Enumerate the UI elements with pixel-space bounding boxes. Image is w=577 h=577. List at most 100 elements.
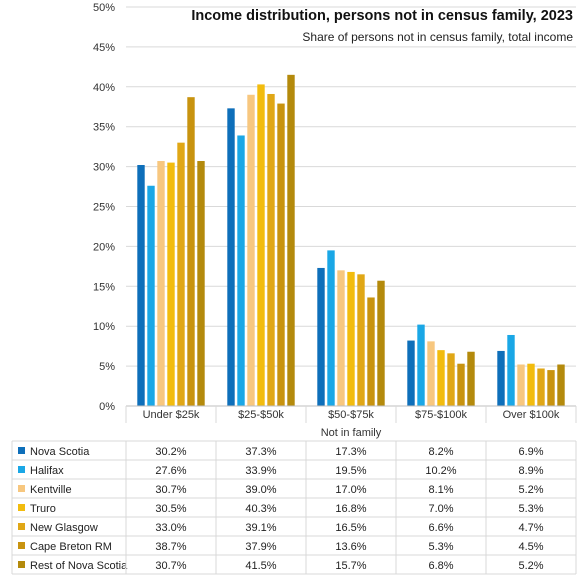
y-tick-label: 25% xyxy=(93,202,115,214)
table-cell: 5.3% xyxy=(518,503,543,515)
table-cell: 4.7% xyxy=(518,522,543,534)
table-cell: 30.5% xyxy=(155,503,186,515)
bar xyxy=(137,165,145,406)
bar xyxy=(357,274,365,406)
table-cell: 5.2% xyxy=(518,484,543,496)
table-cell: 33.9% xyxy=(245,465,276,477)
bar xyxy=(527,363,535,406)
y-tick-label: 40% xyxy=(93,82,115,94)
bar xyxy=(167,162,175,406)
y-tick-label: 15% xyxy=(93,281,115,293)
table-series-label: New Glasgow xyxy=(30,522,98,534)
y-tick-label: 0% xyxy=(99,401,115,413)
bar xyxy=(237,135,245,406)
bar xyxy=(507,334,515,406)
table-cell: 41.5% xyxy=(245,560,276,572)
legend-key xyxy=(18,466,25,473)
table-cell: 5.3% xyxy=(428,541,453,553)
bar xyxy=(367,297,375,406)
table-cell: 30.7% xyxy=(155,560,186,572)
table-cell: 6.8% xyxy=(428,560,453,572)
table-series-label: Nova Scotia xyxy=(30,446,90,458)
x-tick-label: Over $100k xyxy=(503,409,560,421)
table-cell: 38.7% xyxy=(155,541,186,553)
table-cell: 4.5% xyxy=(518,541,543,553)
table-cell: 37.9% xyxy=(245,541,276,553)
table-cell: 39.1% xyxy=(245,522,276,534)
table-cell: 33.0% xyxy=(155,522,186,534)
table-cell: 8.2% xyxy=(428,446,453,458)
bar xyxy=(177,142,185,406)
table-cell: 6.9% xyxy=(518,446,543,458)
x-axis-label: Not in family xyxy=(321,427,382,439)
bar xyxy=(347,271,355,406)
bar xyxy=(287,74,295,406)
bar xyxy=(517,364,525,406)
table-cell: 30.2% xyxy=(155,446,186,458)
bar xyxy=(437,350,445,406)
table-cell: 19.5% xyxy=(335,465,366,477)
table-series-label: Kentville xyxy=(30,484,72,496)
y-tick-label: 20% xyxy=(93,241,115,253)
bar xyxy=(427,341,435,406)
bar xyxy=(147,185,155,406)
bar xyxy=(227,108,235,406)
bar xyxy=(457,363,465,406)
data-table: Nova Scotia 30.2% 37.3% 17.3% 8.2% 6.9% Halifa… xyxy=(11,440,577,575)
legend-key xyxy=(18,504,25,511)
table-cell: 7.0% xyxy=(428,503,453,515)
bar xyxy=(407,340,415,406)
x-tick-label: Under $25k xyxy=(143,409,200,421)
y-tick-label: 5% xyxy=(99,361,115,373)
table-cell: 6.6% xyxy=(428,522,453,534)
bar xyxy=(267,93,275,407)
table-cell: 16.5% xyxy=(335,522,366,534)
bar xyxy=(547,370,555,406)
chart-subtitle: Share of persons not in census family, t… xyxy=(302,30,573,44)
table-cell: 27.6% xyxy=(155,465,186,477)
table-series-label: Cape Breton RM xyxy=(30,541,112,553)
table-series-label: Rest of Nova Scotia xyxy=(30,560,128,572)
y-tick-label: 10% xyxy=(93,321,115,333)
x-tick-label: $50-$75k xyxy=(328,409,374,421)
table-cell: 16.8% xyxy=(335,503,366,515)
table-cell: 13.6% xyxy=(335,541,366,553)
y-axis: 0% 5% 10% 15% 20% 25% 30% 35% 40% 45% 50% xyxy=(93,2,115,413)
bar xyxy=(337,270,345,406)
bar xyxy=(417,324,425,406)
table-cell: 5.2% xyxy=(518,560,543,572)
legend-key xyxy=(18,561,25,568)
bars xyxy=(137,74,565,407)
legend-key xyxy=(18,485,25,492)
bar xyxy=(327,250,335,406)
table-series-label: Truro xyxy=(30,503,56,515)
table-cell: 40.3% xyxy=(245,503,276,515)
table-cell: 8.9% xyxy=(518,465,543,477)
x-tick-label: $75-$100k xyxy=(415,409,467,421)
x-axis: Under $25k $25-$50k $50-$75k $75-$100k Over … xyxy=(125,405,577,423)
table-series-label: Halifax xyxy=(30,465,64,477)
table-cell: 37.3% xyxy=(245,446,276,458)
bar xyxy=(377,280,385,406)
bar xyxy=(537,368,545,406)
table-cell: 39.0% xyxy=(245,484,276,496)
bar xyxy=(447,353,455,406)
y-tick-label: 35% xyxy=(93,122,115,134)
bar xyxy=(277,103,285,407)
bar xyxy=(157,161,165,406)
bar xyxy=(317,267,325,406)
bar xyxy=(187,97,195,406)
legend-key xyxy=(18,542,25,549)
bar xyxy=(257,84,265,406)
y-tick-label: 50% xyxy=(93,2,115,14)
bar xyxy=(497,350,505,406)
table-cell: 17.3% xyxy=(335,446,366,458)
y-tick-label: 30% xyxy=(93,162,115,174)
bar xyxy=(557,364,565,406)
table-cell: 8.1% xyxy=(428,484,453,496)
legend-key xyxy=(18,447,25,454)
table-cell: 17.0% xyxy=(335,484,366,496)
bar xyxy=(467,351,475,406)
chart-title: Income distribution, persons not in cens… xyxy=(191,8,573,24)
